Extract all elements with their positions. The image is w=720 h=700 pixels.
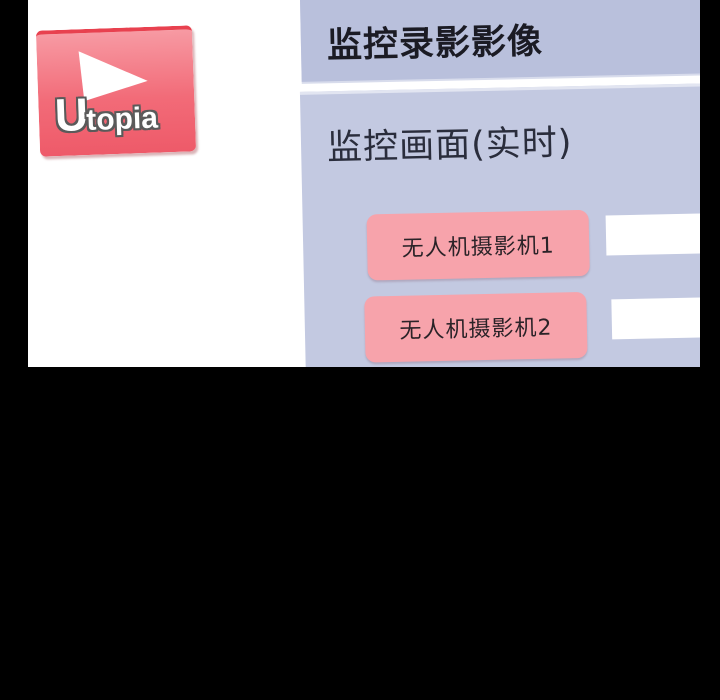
camera-2-button[interactable]: 无人机摄影机2 xyxy=(364,291,588,363)
utopia-logo: Utopia xyxy=(35,25,197,157)
logo-letter: U xyxy=(53,88,87,142)
monitor-screen: Utopia 监控录影影像 监控画面(实时) 无人机摄影机1 无人机摄影机2 xyxy=(28,0,700,367)
camera-2-label: 无人机摄影机2 xyxy=(399,315,553,344)
logo-rest: topia xyxy=(85,101,159,138)
logo-wordmark: Utopia xyxy=(54,85,159,143)
play-icon xyxy=(78,51,148,102)
camera-1-feed[interactable] xyxy=(605,212,700,256)
camera-panel: 监控画面(实时) 无人机摄影机1 无人机摄影机2 xyxy=(299,82,700,367)
camera-2-feed[interactable] xyxy=(611,296,700,340)
camera-1-button[interactable]: 无人机摄影机1 xyxy=(366,209,590,281)
page-title: 监控录影影像 xyxy=(326,21,544,67)
camera-1-label: 无人机摄影机1 xyxy=(401,233,555,262)
monitor-panel: 监控录影影像 监控画面(实时) 无人机摄影机1 无人机摄影机2 xyxy=(292,0,700,367)
header-bar: 监控录影影像 xyxy=(299,0,700,82)
section-title: 监控画面(实时) xyxy=(326,123,573,169)
